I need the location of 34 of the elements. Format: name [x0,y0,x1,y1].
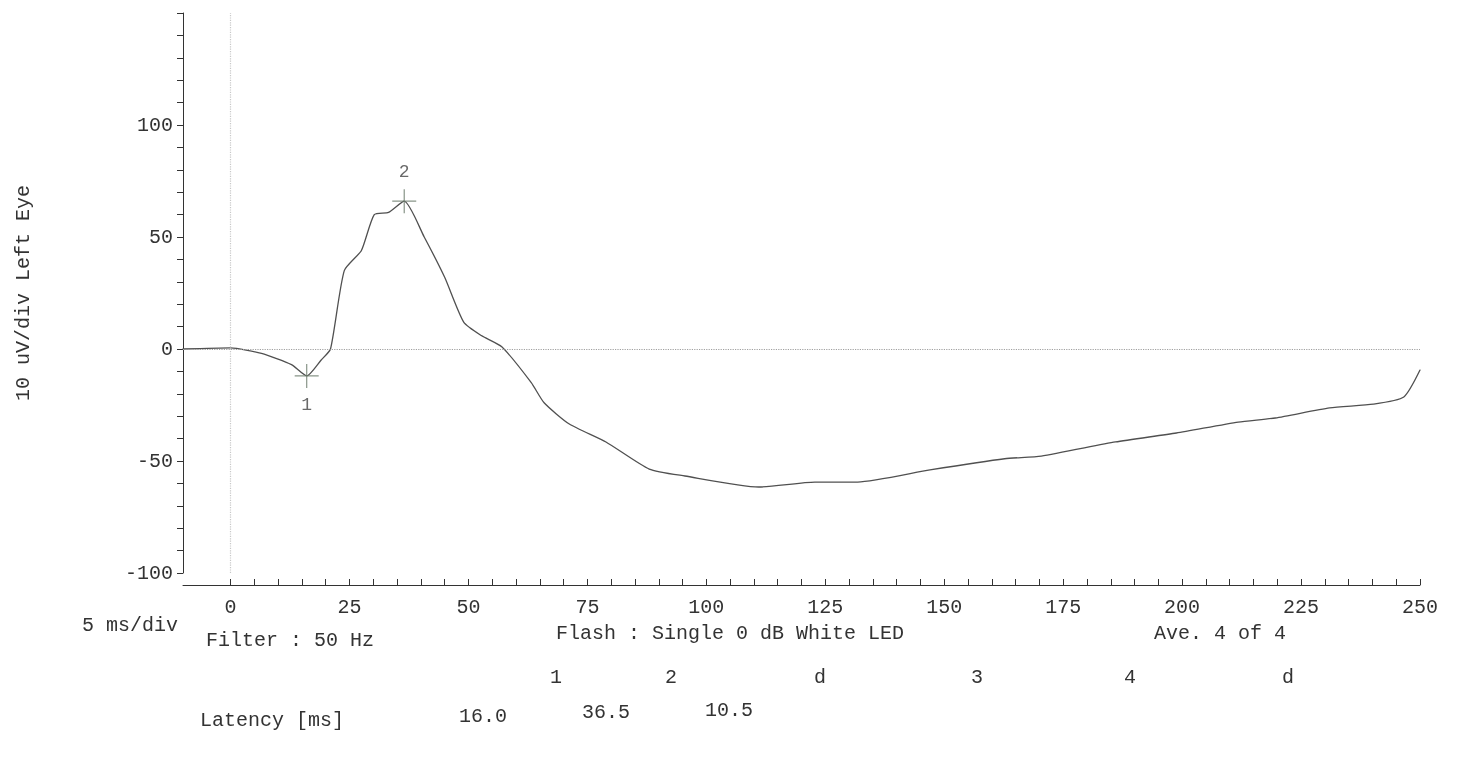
x-tick-label: 100 [688,595,725,619]
text: d [813,665,827,689]
text: 1 [549,665,563,689]
text: 4 [1123,665,1137,689]
text: 10.5 [704,698,754,722]
text: 36.5 [581,700,631,724]
x-tick-label: 200 [1164,595,1201,619]
text: Flash : Single 0 dB White LED [555,621,905,645]
text: 16.0 [458,704,508,728]
y-tick-label: -100 [124,561,173,585]
x-tick-label: 225 [1283,595,1320,619]
text: 3 [970,665,984,689]
y-axis-title: 10 uV/div Left Eye [11,184,35,402]
text: 2 [664,665,678,689]
x-tick-label: 175 [1045,595,1082,619]
line-series [182,200,1421,488]
text: Ave. 4 of 4 [1153,621,1287,645]
text: Latency [ms] [199,708,345,732]
x-tick-label: 125 [807,595,844,619]
x-tick-label: 75 [575,595,600,619]
x-tick-label: 250 [1401,595,1439,619]
x-axis-title: 5 ms/div [81,613,178,637]
y-tick-label: -50 [136,449,173,473]
annotation: 2 [398,161,410,182]
y-tick-label: 50 [148,225,173,249]
annotation: 1 [301,395,313,416]
text: d [1281,665,1295,689]
x-tick-label: 50 [456,595,481,619]
x-tick-label: 0 [224,595,237,619]
text: Filter : 50 Hz [205,628,375,652]
x-tick-label: 150 [926,595,963,619]
x-tick-label: 25 [337,595,362,619]
y-tick-label: 0 [160,337,173,361]
y-tick-label: 100 [136,113,173,137]
